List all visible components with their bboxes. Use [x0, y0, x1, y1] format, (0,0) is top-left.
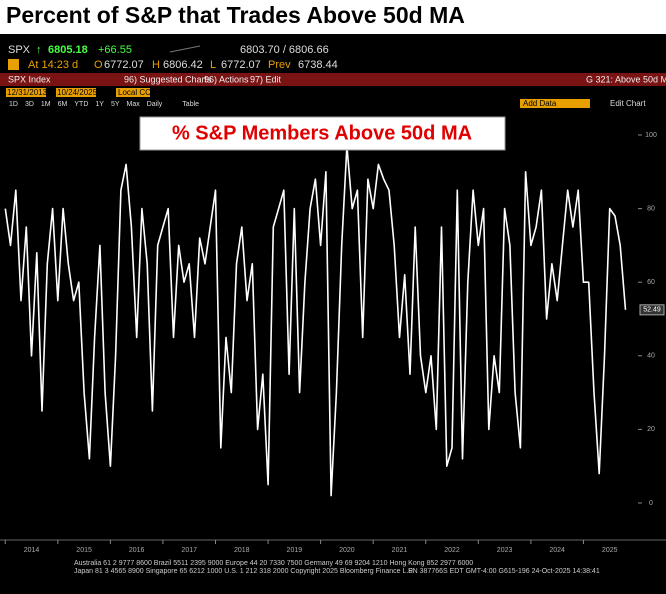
edit-chart[interactable]: Edit Chart [610, 99, 646, 108]
footer: Australia 61 2 9777 8600 Brazil 5511 239… [74, 560, 473, 567]
x-tick-label: 2024 [549, 547, 565, 554]
ticker: SPX [8, 44, 31, 56]
start-date[interactable]: 12/31/2013 [7, 88, 48, 97]
last-value-box [639, 304, 665, 316]
period-button[interactable]: 6M [58, 101, 68, 108]
period-button[interactable]: Max [127, 101, 141, 108]
x-tick-label: 2022 [444, 547, 460, 554]
period-button[interactable]: 3D [25, 101, 34, 108]
time: At 14:23 d [28, 59, 78, 71]
period-button[interactable]: 1D [9, 101, 18, 108]
low: 6772.07 [221, 59, 261, 71]
period-button[interactable]: 1Y [95, 101, 104, 108]
change: +66.55 [98, 44, 132, 56]
x-tick-label: 2015 [76, 547, 92, 554]
low-label: L [210, 59, 216, 71]
prev: 6738.44 [298, 59, 338, 71]
y-tick-label: 80 [647, 205, 655, 212]
menu-item[interactable]: 96) Suggested Charts [124, 74, 212, 84]
end-date[interactable]: 10/24/2025 [57, 88, 98, 97]
x-tick-label: 2016 [129, 547, 145, 554]
x-tick-label: 2014 [24, 547, 40, 554]
footer: SN 387766S EDT GMT-4:00 G615-196 24-Oct-… [408, 568, 600, 575]
period-button[interactable]: Table [182, 101, 199, 108]
add-data[interactable]: Add Data [523, 99, 557, 108]
page-title: Percent of S&P that Trades Above 50d MA [6, 2, 465, 28]
annotation-box [139, 116, 506, 151]
currency[interactable]: Local CCY [118, 88, 157, 97]
y-tick-label: 20 [647, 426, 655, 433]
high-label: H [152, 59, 160, 71]
x-tick-label: 2025 [602, 547, 618, 554]
y-tick-label: 100 [645, 132, 657, 139]
security: SPX Index [8, 74, 51, 84]
open-label: O [94, 59, 103, 71]
period-button[interactable]: 5Y [111, 101, 120, 108]
x-tick-label: 2020 [339, 547, 355, 554]
x-tick-label: 2019 [287, 547, 303, 554]
x-tick-label: 2021 [392, 547, 408, 554]
open: 6772.07 [104, 59, 144, 71]
arrow: ↑ [36, 44, 42, 56]
period-button[interactable]: YTD [74, 101, 88, 108]
x-tick-label: 2023 [497, 547, 513, 554]
y-tick-label: 0 [649, 500, 653, 507]
y-tick-label: 60 [647, 279, 655, 286]
data-line [4, 145, 627, 497]
period-button[interactable]: Daily [147, 101, 163, 108]
x-tick-label: 2018 [234, 547, 250, 554]
footer: Japan 81 3 4565 8900 Singapore 65 6212 1… [74, 568, 414, 575]
last-price: 6805.18 [48, 44, 88, 56]
chart-title: % S&P Members Above 50d MA [172, 122, 472, 144]
last-value-label: 52.49 [643, 307, 661, 314]
prev-label: Prev [268, 59, 291, 71]
menu-item[interactable]: 96) Actions [204, 74, 249, 84]
menu-item[interactable]: 97) Edit [250, 74, 282, 84]
y-tick-label: 40 [647, 353, 655, 360]
chart-name: G 321: Above 50d MA [586, 74, 666, 84]
high: 6806.42 [163, 59, 203, 71]
period-button[interactable]: 1M [41, 101, 51, 108]
x-tick-label: 2017 [181, 547, 197, 554]
bid-ask: 6803.70 / 6806.66 [240, 44, 329, 56]
